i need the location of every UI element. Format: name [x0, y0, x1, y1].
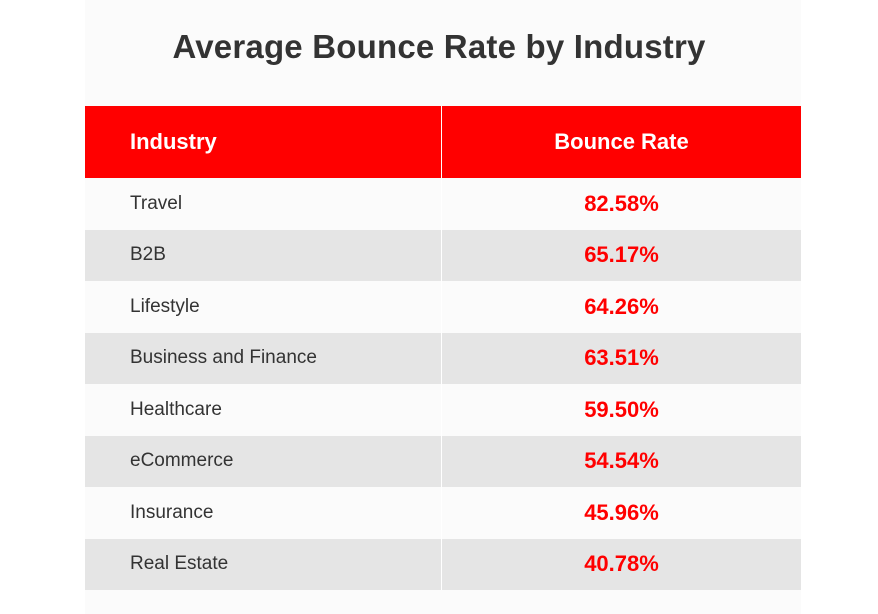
table-header-row: Industry Bounce Rate — [85, 106, 801, 178]
table-row: Real Estate 40.78% — [85, 538, 801, 590]
table-row: Business and Finance 63.51% — [85, 332, 801, 384]
bounce-rate-cell: 65.17% — [584, 242, 659, 268]
industry-cell: B2B — [85, 229, 442, 281]
industry-cell: Insurance — [85, 487, 442, 539]
bounce-rate-cell: 82.58% — [584, 190, 659, 216]
chart-title: Average Bounce Rate by Industry — [172, 28, 706, 65]
table-row: B2B 65.17% — [85, 229, 801, 281]
bounce-rate-table: Industry Bounce Rate Travel 82.58% B2B 6… — [85, 106, 801, 590]
table-row: Travel 82.58% — [85, 178, 801, 230]
industry-cell: Healthcare — [85, 384, 442, 436]
bounce-rate-cell: 54.54% — [584, 448, 659, 474]
industry-cell: Travel — [85, 178, 442, 230]
table-row: Lifestyle 64.26% — [85, 281, 801, 333]
header-industry: Industry — [85, 106, 442, 178]
industry-cell: eCommerce — [85, 435, 442, 487]
industry-cell: Business and Finance — [85, 332, 442, 384]
industry-cell: Real Estate — [85, 538, 442, 590]
bounce-rate-cell: 63.51% — [584, 345, 659, 371]
bounce-rate-cell: 40.78% — [584, 551, 659, 577]
table-row: Insurance 45.96% — [85, 487, 801, 539]
table-row: eCommerce 54.54% — [85, 435, 801, 487]
bounce-rate-cell: 64.26% — [584, 293, 659, 319]
table-row: Healthcare 59.50% — [85, 384, 801, 436]
industry-cell: Lifestyle — [85, 281, 442, 333]
bounce-rate-cell: 59.50% — [584, 396, 659, 422]
header-bounce-rate: Bounce Rate — [554, 129, 689, 154]
bounce-rate-cell: 45.96% — [584, 499, 659, 525]
